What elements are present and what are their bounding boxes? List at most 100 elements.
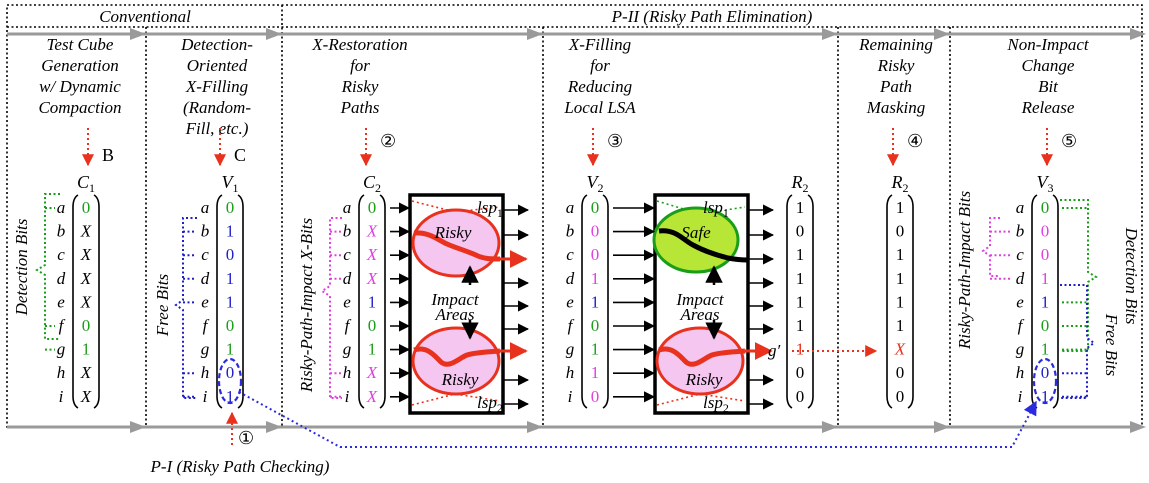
row-label: a	[566, 198, 575, 217]
row-label: h	[57, 363, 66, 382]
row-label: h	[1016, 363, 1025, 382]
stage-title-line: for	[350, 56, 370, 75]
bit-value: 1	[82, 340, 91, 359]
vector-name: R	[891, 172, 903, 192]
row-label: b	[343, 222, 352, 241]
risky-label-bottom: Risky	[441, 370, 479, 389]
row-label: e	[566, 292, 574, 311]
vector-title-V2: V2	[587, 172, 604, 195]
risky-area-top	[411, 208, 501, 278]
row-label: c	[343, 245, 351, 264]
bracket-left	[581, 194, 588, 409]
row-label: d	[343, 269, 352, 288]
row-label: b	[57, 222, 66, 241]
row-label: c	[57, 245, 65, 264]
bit-value: 0	[591, 316, 600, 335]
row-label: a	[57, 198, 66, 217]
bit-value: 0	[896, 363, 905, 382]
stage-title-line: Fill, etc.)	[185, 119, 249, 138]
bit-value: 0	[226, 316, 235, 335]
vector-title-V1: V1	[222, 172, 239, 195]
bit-value: 1	[896, 292, 905, 311]
bit-value: 1	[591, 292, 600, 311]
vector-sub: 1	[233, 181, 239, 195]
bit-value: X	[894, 340, 906, 359]
bracket-right	[379, 194, 386, 409]
bit-value: X	[366, 269, 378, 288]
vector-title-R2b: R2	[891, 172, 909, 195]
bit-value: 1	[796, 316, 805, 335]
stage-title-line: Paths	[340, 98, 380, 117]
stage-title-line: Oriented	[187, 56, 248, 75]
row-label: d	[201, 269, 210, 288]
row-label: g	[201, 340, 210, 359]
bracket-left	[786, 194, 793, 409]
lsp-text: lsp	[477, 393, 497, 412]
stage-title-line: X-Filling	[568, 35, 631, 54]
row-label: f	[568, 316, 575, 335]
vector-name: C	[77, 172, 90, 192]
risky-path-impact-x-bits-label: Risky-Path-Impact X-Bits	[297, 218, 316, 394]
stage-title-line: Compaction	[38, 98, 121, 117]
bit-value: 1	[591, 340, 600, 359]
bit-value: X	[366, 222, 378, 241]
braces	[35, 193, 1098, 399]
bit-value: 0	[591, 222, 600, 241]
stage-title-line: (Random-	[183, 98, 251, 117]
lsp2-label-left: lsp2	[477, 393, 503, 415]
stage-marker: ④	[907, 131, 923, 151]
bit-value: 0	[82, 198, 91, 217]
bracket-left	[72, 194, 79, 409]
risky-label-top: Risky	[434, 223, 472, 242]
circuit-block-right	[652, 193, 773, 415]
bit-value: 1	[796, 198, 805, 217]
free-bits-ellipse-left	[217, 357, 243, 405]
bit-value: 1	[226, 387, 235, 406]
stage-title-line: Generation	[41, 56, 118, 75]
row-label: a	[343, 198, 352, 217]
vector-name: V	[587, 172, 600, 192]
bit-value: 1	[896, 269, 905, 288]
bit-value: 1	[591, 363, 600, 382]
row-label: f	[345, 316, 352, 335]
bit-value: 0	[896, 387, 905, 406]
lsp2-label-right: lsp2	[703, 393, 729, 415]
stage-title-line: Bit	[1038, 77, 1059, 96]
vector-sub: 2	[598, 181, 604, 195]
bit-value: 0	[1041, 363, 1050, 382]
lsp-text: lsp	[703, 198, 723, 217]
lsp-sub: 2	[497, 401, 503, 415]
stage-title-line: w/ Dynamic	[39, 77, 121, 96]
free-bits-label-left: Free Bits	[153, 274, 172, 338]
bit-value: 0	[226, 363, 235, 382]
bit-value: 1	[896, 245, 905, 264]
step1-marker: ①	[238, 428, 254, 448]
bit-value: 0	[796, 222, 805, 241]
bit-value: X	[366, 245, 378, 264]
bracket-right	[907, 194, 914, 409]
lsp-text: lsp	[703, 393, 723, 412]
risky-label-right: Risky	[685, 370, 723, 389]
bracket-left	[216, 194, 223, 409]
stage-titles: Test Cube Generation w/ Dynamic Compaction B…	[38, 35, 1089, 448]
lsp-sub: 2	[723, 401, 729, 415]
bracket-left	[886, 194, 893, 409]
stage-title-line: Local LSA	[563, 98, 636, 117]
stage-title-line: Change	[1022, 56, 1075, 75]
free-bits-path	[238, 391, 1037, 448]
header-p1: P-I (Risky Path Checking)	[150, 457, 330, 476]
stage-title-line: Reducing	[567, 77, 632, 96]
bit-value: 1	[1041, 340, 1050, 359]
vector-sub: 3	[1048, 181, 1054, 195]
bit-value: 0	[896, 222, 905, 241]
bracket-right	[1052, 194, 1059, 409]
stage-marker: C	[234, 145, 246, 165]
lsp1-label-left: lsp1	[477, 198, 503, 220]
row-label: i	[345, 387, 350, 406]
row-label: h	[566, 363, 575, 382]
bit-value: 0	[796, 363, 805, 382]
bit-value: X	[80, 245, 92, 264]
bit-value: 1	[796, 340, 805, 359]
row-label: e	[201, 292, 209, 311]
bit-value: 0	[796, 387, 805, 406]
